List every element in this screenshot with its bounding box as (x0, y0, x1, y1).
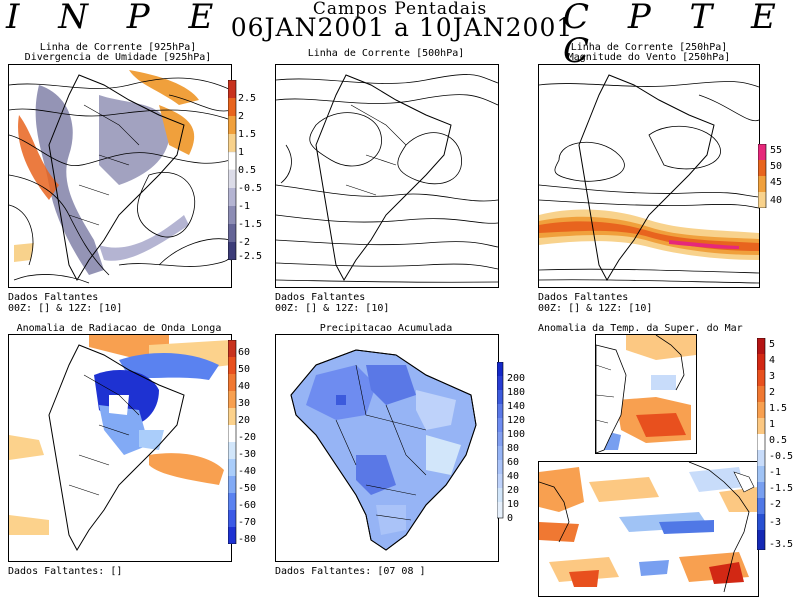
inpe-brand: I N P E (6, 0, 228, 37)
p5-cb-3: 120 (507, 415, 526, 426)
p3-missing1: Dados Faltantes (538, 292, 629, 303)
p3-title1: Linha de Corrente [250hPa] (570, 42, 728, 53)
p1-cb-5: -0.5 (238, 183, 263, 194)
p1-cb-4: 0.5 (238, 165, 257, 176)
streamline-925-map (9, 70, 231, 284)
panel-sst-atlantic (595, 334, 697, 454)
p5-title1: Precipitacao Acumulada (319, 323, 453, 334)
streamline-500-map (276, 74, 498, 283)
p6-cb-11: -3 (769, 517, 782, 528)
p1-missing2: 00Z: [] & 12Z: [10] (8, 303, 123, 314)
p1-cb-0: 2.5 (238, 93, 257, 104)
p5-cb-5: 80 (507, 443, 520, 454)
p4-cb-7: -40 (238, 466, 257, 477)
p5-cb-2: 140 (507, 401, 526, 412)
p4-cb-9: -60 (238, 500, 257, 511)
panel-streamline-500 (275, 64, 499, 288)
panel-streamline-925 (8, 64, 232, 288)
p2-title1: Linha de Corrente [500hPa] (307, 48, 465, 59)
p6-title1: Anomalia da Temp. da Super. do Mar (538, 323, 743, 334)
sst-atlantic-map (596, 335, 696, 453)
p4-cb-5: -20 (238, 432, 257, 443)
p4-colorbar: 60 50 40 30 20 -20 -30 -40 -50 -60 -70 -… (228, 340, 268, 550)
p1-cb-3: 1 (238, 147, 245, 158)
panel-precipitation (275, 334, 499, 562)
p4-cb-11: -80 (238, 534, 257, 545)
p6-cb-10: -2 (769, 499, 782, 510)
streamline-250-map (539, 74, 759, 284)
panel-olr-anomaly (8, 334, 232, 562)
p6-cb-1: 4 (769, 355, 776, 366)
panel-sst-pacific (538, 461, 759, 597)
p3-missing2: 00Z: [] & 12Z: [10] (538, 303, 653, 314)
p5-cb-10: 0 (507, 513, 514, 524)
p3-cb-3: 40 (770, 195, 783, 206)
p5-cb-9: 10 (507, 499, 520, 510)
p5-cb-7: 40 (507, 471, 520, 482)
p6-cb-7: -0.5 (769, 451, 794, 462)
p1-cb-7: -1.5 (238, 219, 263, 230)
p5-cb-0: 200 (507, 373, 526, 384)
p1-cb-9: -2.5 (238, 251, 263, 262)
p5-missing1: Dados Faltantes: [07 08 ] (275, 566, 426, 577)
p4-cb-8: -50 (238, 483, 257, 494)
p4-title1: Anomalia de Radiacao de Onda Longa (16, 323, 222, 334)
p6-cb-2: 3 (769, 371, 776, 382)
p3-title2: Magnitude do Vento [250hPa] (567, 52, 731, 63)
p5-cb-1: 180 (507, 387, 526, 398)
p6-cb-6: 0.5 (769, 435, 788, 446)
precipitation-map (290, 349, 477, 551)
cptec-brand: C P T E C (563, 0, 790, 71)
p3-cb-1: 50 (770, 161, 783, 172)
period-title: 06JAN2001 a 10JAN2001 (230, 13, 574, 42)
p6-cb-12: -3.5 (769, 539, 794, 550)
panel-streamline-250 (538, 64, 760, 288)
sst-pacific-map (539, 462, 758, 593)
p5-cb-6: 60 (507, 457, 520, 468)
p1-cb-8: -2 (238, 237, 251, 248)
p4-cb-10: -70 (238, 517, 257, 528)
p4-missing1: Dados Faltantes: [] (8, 566, 123, 577)
p5-cb-4: 100 (507, 429, 526, 440)
p1-cb-1: 2 (238, 111, 245, 122)
olr-anomaly-map (9, 335, 231, 552)
p6-cb-8: -1 (769, 467, 782, 478)
p3-colorbar: 55 50 45 40 (758, 144, 798, 214)
p1-colorbar: 2.5 2 1.5 1 0.5 -0.5 -1 -1.5 -2 -2.5 (228, 80, 268, 262)
p4-cb-2: 40 (238, 381, 251, 392)
p3-cb-0: 55 (770, 145, 783, 156)
p5-cb-8: 20 (507, 485, 520, 496)
p1-missing1: Dados Faltantes (8, 292, 99, 303)
p6-cb-5: 1 (769, 419, 776, 430)
p2-missing1: Dados Faltantes (275, 292, 366, 303)
p6-cb-9: -1.5 (769, 483, 794, 494)
p6-cb-3: 2 (769, 387, 776, 398)
p4-cb-0: 60 (238, 347, 251, 358)
p1-cb-6: -1 (238, 201, 251, 212)
page-title: Campos Pentadais (312, 0, 488, 19)
p1-cb-2: 1.5 (238, 129, 257, 140)
p3-cb-2: 45 (770, 177, 783, 188)
p5-colorbar: 200 180 140 120 100 80 60 40 20 10 0 (497, 362, 537, 532)
p4-cb-4: 20 (238, 415, 251, 426)
p6-cb-4: 1.5 (769, 403, 788, 414)
p1-title2: Divergencia de Umidade [925hPa] (24, 52, 212, 63)
p4-cb-1: 50 (238, 364, 251, 375)
p4-cb-3: 30 (238, 398, 251, 409)
p6-colorbar: 5 4 3 2 1.5 1 0.5 -0.5 -1 -1.5 -2 -3 -3.… (757, 338, 800, 558)
p1-title1: Linha de Corrente [925hPa] (39, 42, 197, 53)
p2-missing2: 00Z: [] & 12Z: [10] (275, 303, 390, 314)
p4-cb-6: -30 (238, 449, 257, 460)
p6-cb-0: 5 (769, 339, 776, 350)
